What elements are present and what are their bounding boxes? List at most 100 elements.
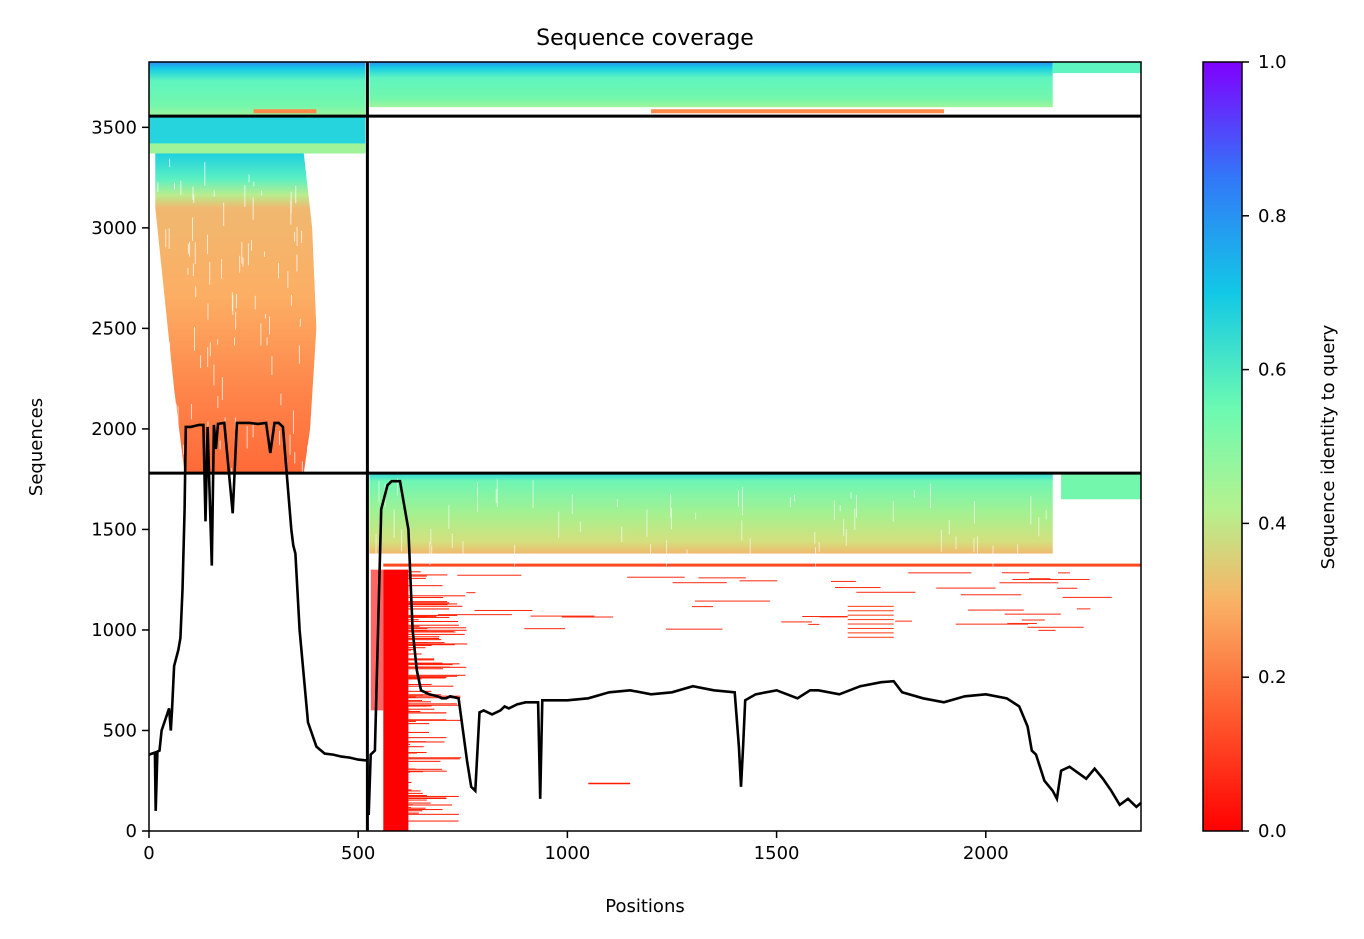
coverage-zero-id-row (408, 810, 423, 812)
coverage-zero-id-row (408, 771, 410, 773)
coverage-lowid-segment (847, 632, 894, 634)
coverage-lowid-segment (1029, 578, 1051, 580)
coverage-lowid-segment (672, 582, 727, 584)
coverage-gap (401, 529, 403, 552)
coverage-gap (221, 377, 223, 400)
coverage-gap (686, 549, 688, 559)
coverage-gap (183, 444, 185, 455)
coverage-lowid-segment (847, 614, 894, 616)
coverage-gap (532, 480, 534, 509)
x-tick-label: 1000 (544, 843, 590, 864)
coverage-lowid-segment (960, 594, 1022, 596)
y-tick-label: 2000 (91, 419, 137, 440)
coverage-lowid-segment (908, 572, 972, 574)
coverage-lowid-segment (466, 592, 476, 594)
coverage-gap (158, 391, 160, 398)
coverage-gap (818, 542, 820, 553)
coverage-zero-id-row (408, 636, 440, 638)
coverage-zero-id-row (408, 658, 435, 660)
coverage-zero-id-row (408, 597, 444, 599)
coverage-lowid-row (383, 563, 1142, 567)
coverage-zero-id-row (408, 624, 459, 626)
coverage-zero-id-row (408, 820, 459, 822)
coverage-line-chain-a (148, 421, 368, 811)
coverage-zero-id-row (408, 799, 427, 801)
coverage-gap (850, 492, 852, 499)
coverage-zero-id-row (408, 690, 432, 692)
coverage-block-b-tail (1061, 473, 1141, 500)
coverage-gap (290, 200, 292, 225)
coverage-gap (271, 356, 273, 376)
colorbar-tick-label: 0.4 (1258, 513, 1287, 534)
coverage-zero-id-row (408, 719, 447, 721)
coverage-gap (298, 345, 300, 364)
coverage-zero-id-row (408, 685, 454, 687)
y-tick-label: 1000 (91, 620, 137, 641)
plot-area (148, 62, 1142, 831)
coverage-zero-id-row (408, 595, 466, 597)
coverage-zero-id-row (408, 792, 423, 794)
colorbar: 0.0 0.2 0.4 0.6 0.8 1.0 (1202, 52, 1287, 842)
coverage-zero-id-row (408, 741, 445, 743)
coverage-gap (307, 445, 309, 458)
coverage-zero-id-row (408, 675, 458, 677)
colorbar-tick-label: 0.6 (1258, 360, 1287, 381)
coverage-lowid-segment (967, 609, 1024, 611)
y-tick-label: 3500 (91, 117, 137, 138)
coverage-gap (263, 251, 265, 257)
coverage-gap (843, 519, 845, 537)
coverage-lowid-segment (819, 616, 869, 618)
coverage-gap (616, 498, 618, 508)
coverage-gap (192, 217, 194, 241)
coverage-gap (973, 501, 975, 524)
coverage-gap (209, 342, 211, 357)
coverage-block-b-body (369, 473, 1053, 554)
coverage-lowid-segment (530, 615, 595, 617)
coverage-zero-id-row (408, 631, 456, 633)
coverage-lowid-segment (438, 614, 512, 616)
coverage-zero-id-row (408, 664, 453, 666)
coverage-lowid-segment (1058, 572, 1070, 574)
coverage-gap (235, 311, 237, 330)
coverage-gap (845, 529, 847, 546)
coverage-gap (252, 424, 254, 438)
coverage-gap (451, 533, 453, 549)
coverage-zero-id-row (408, 649, 412, 651)
coverage-block-a-mid (149, 143, 366, 154)
colorbar-gradient (1202, 61, 1243, 832)
coverage-block-b-top (369, 62, 1053, 108)
coverage-gap (695, 512, 697, 520)
coverage-gap (234, 417, 236, 430)
coverage-zero-id-row (408, 700, 423, 702)
coverage-lowid-segment (1004, 613, 1061, 615)
coverage-lowid-segment (1038, 629, 1056, 631)
coverage-gap (180, 180, 182, 195)
y-tick-label: 0 (126, 821, 137, 842)
coverage-zero-id-row (408, 629, 467, 631)
coverage-block-a-top-lowid (253, 109, 317, 114)
coverage-gap (1017, 544, 1019, 555)
coverage-gap (579, 521, 581, 532)
coverage-gap (448, 504, 450, 529)
coverage-zero-id-row (408, 614, 458, 616)
coverage-gap (169, 158, 171, 168)
coverage-gap (161, 375, 163, 391)
coverage-zero-id-row (408, 601, 448, 603)
coverage-zero-id-row (408, 619, 419, 621)
coverage-zero-id-row (408, 705, 432, 707)
coverage-zero-id-row (408, 577, 426, 579)
coverage-gap (165, 229, 167, 248)
coverage-zero-id-row (408, 804, 452, 806)
coverage-gap (429, 541, 431, 566)
coverage-gap (260, 190, 262, 196)
coverage-zero-id-row (408, 720, 416, 722)
coverage-lowid-segment (847, 636, 894, 638)
coverage-gap (296, 226, 298, 247)
coverage-zero-id-row (408, 585, 443, 587)
coverage-gap (992, 545, 994, 570)
axes-frame (148, 61, 1142, 832)
coverage-zero-id-row (408, 752, 417, 754)
coverage-zero-id-row (408, 633, 465, 635)
coverage-lowid-segment (698, 577, 746, 579)
